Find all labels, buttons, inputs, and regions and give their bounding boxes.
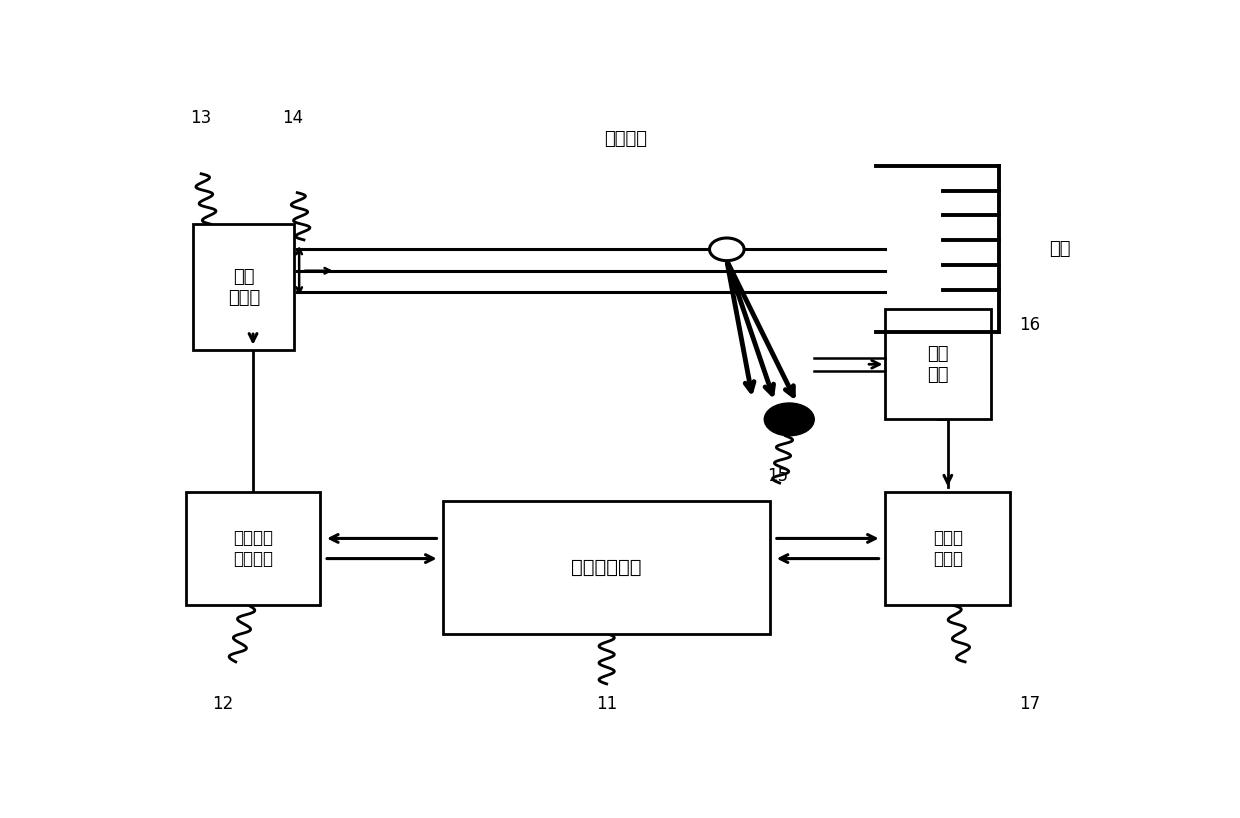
FancyBboxPatch shape (885, 309, 991, 420)
Text: 放大
电路: 放大 电路 (928, 345, 949, 384)
FancyBboxPatch shape (193, 224, 294, 350)
Text: 17: 17 (1019, 695, 1040, 713)
Text: 模数转
换电路: 模数转 换电路 (932, 529, 962, 568)
Text: 激光
二极管: 激光 二极管 (228, 267, 260, 307)
Text: 数模转换
驱动电路: 数模转换 驱动电路 (233, 529, 273, 568)
FancyBboxPatch shape (186, 492, 320, 605)
Text: 16: 16 (1019, 316, 1040, 334)
Circle shape (764, 403, 815, 436)
FancyBboxPatch shape (444, 501, 770, 633)
FancyBboxPatch shape (885, 492, 1011, 605)
Circle shape (709, 238, 744, 261)
Text: 工作光路: 工作光路 (604, 130, 647, 148)
Text: 15: 15 (768, 467, 789, 485)
Text: 光阱: 光阱 (1049, 240, 1070, 258)
Text: 13: 13 (191, 110, 212, 128)
Text: 11: 11 (596, 695, 618, 713)
Text: 14: 14 (281, 110, 303, 128)
Text: 数字处理单元: 数字处理单元 (572, 558, 642, 577)
Text: 12: 12 (212, 695, 233, 713)
